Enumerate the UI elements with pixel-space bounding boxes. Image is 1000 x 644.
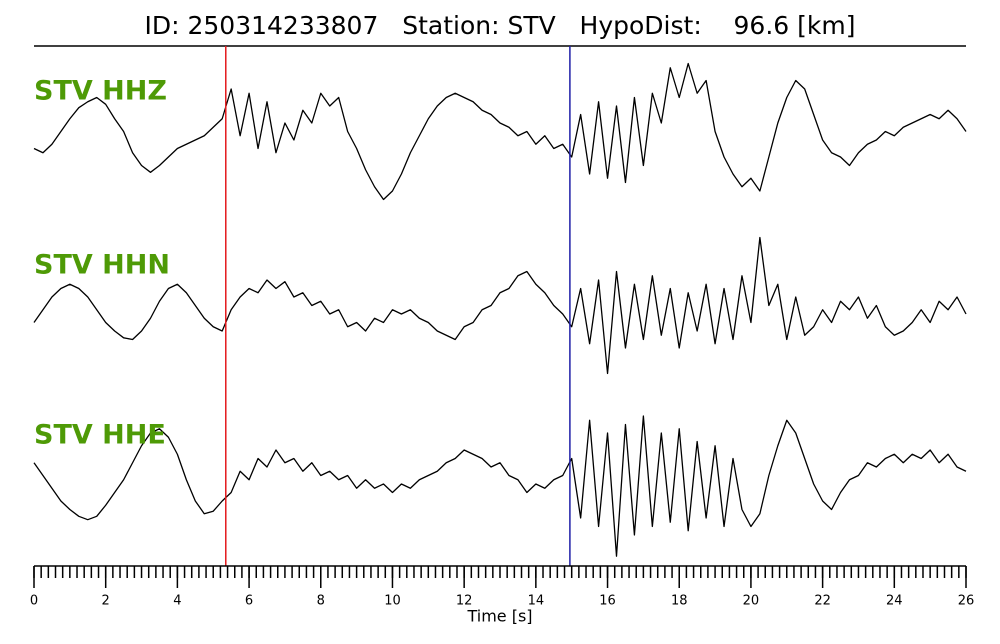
x-tick-label: 26 [958, 594, 975, 609]
x-tick-label: 0 [30, 594, 38, 609]
x-tick-label: 2 [102, 594, 110, 609]
chart-title: ID: 250314233807 Station: STV HypoDist: … [145, 11, 856, 40]
trace-label: STV HHZ [34, 76, 167, 107]
x-tick-label: 4 [173, 594, 181, 609]
x-axis-label: Time [s] [466, 607, 532, 626]
x-tick-label: 14 [528, 594, 545, 609]
trace [33, 415, 967, 557]
trace-label: STV HHN [34, 250, 170, 281]
x-tick-label: 18 [671, 594, 688, 609]
trace-label: STV HHE [34, 420, 166, 451]
x-tick-label: 6 [245, 594, 253, 609]
x-tick-label: 22 [814, 594, 831, 609]
x-tick-label: 16 [599, 594, 616, 609]
x-tick-label: 10 [384, 594, 401, 609]
x-tick-label: 20 [743, 594, 760, 609]
x-tick-label: 8 [317, 594, 325, 609]
trace [33, 236, 967, 375]
trace [33, 62, 967, 201]
x-tick-label: 12 [456, 594, 473, 609]
x-tick-label: 24 [886, 594, 903, 609]
